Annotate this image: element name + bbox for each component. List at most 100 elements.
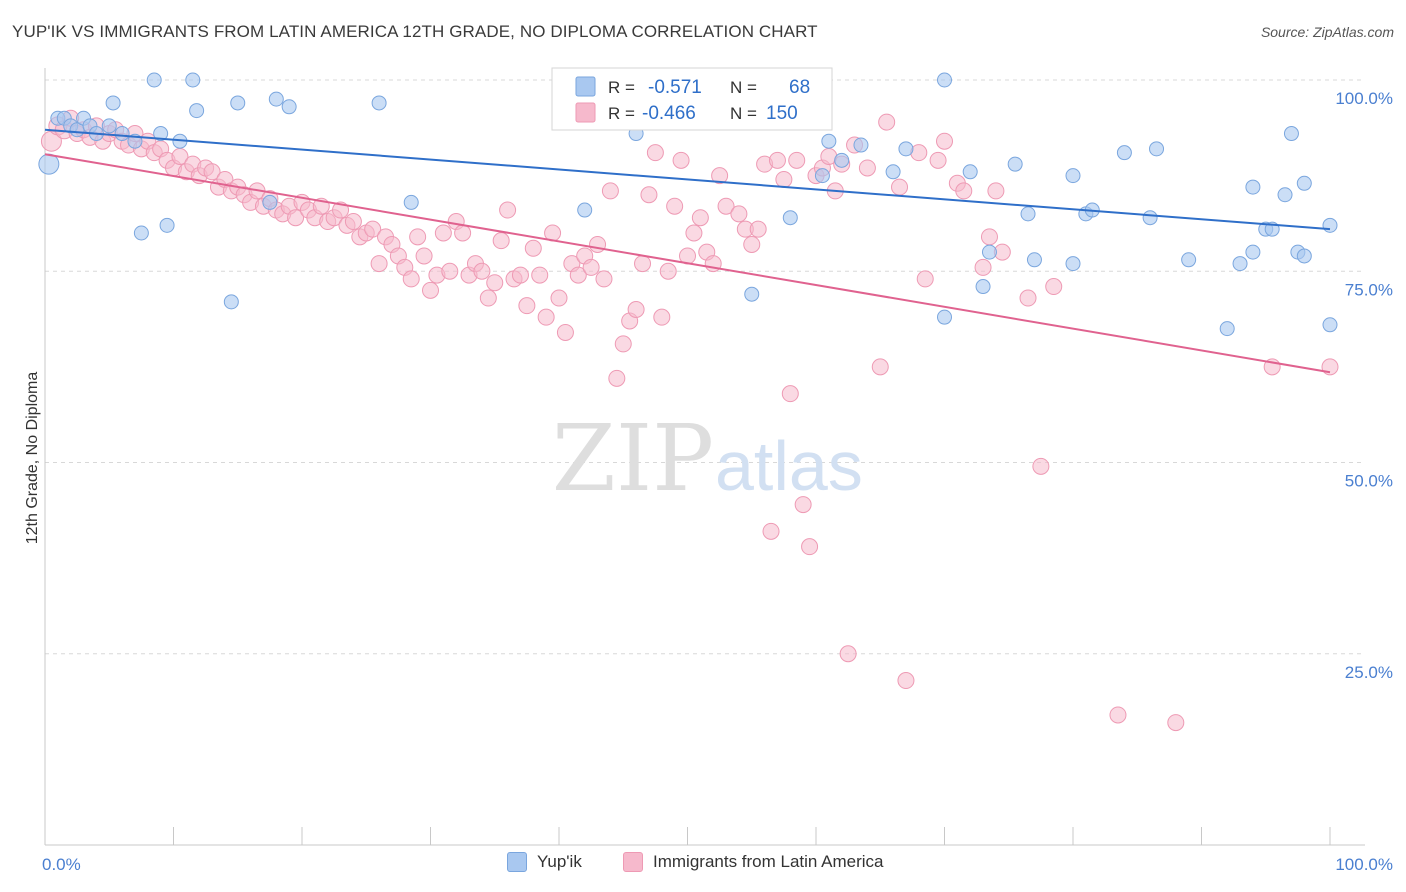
x-tick-label: 100.0%: [1335, 855, 1393, 874]
data-point-latin-america: [768, 151, 786, 169]
legend-n-value-1: 68: [789, 77, 810, 98]
data-point-latin-america: [499, 201, 517, 219]
y-tick-label: 50.0%: [1345, 472, 1393, 491]
data-point-latin-america: [537, 308, 555, 326]
data-point-latin-america: [634, 255, 652, 273]
data-point-yupik: [1007, 156, 1023, 172]
data-point-latin-america: [897, 672, 915, 690]
data-point-latin-america: [711, 167, 729, 185]
x-tick-labels: 0.0% 100.0%: [42, 855, 1393, 874]
data-point-yupik: [262, 194, 278, 210]
data-point-latin-america: [717, 197, 735, 215]
data-point-yupik: [981, 244, 997, 260]
data-point-yupik: [1283, 126, 1299, 142]
data-point-latin-america: [422, 281, 439, 299]
data-point-yupik: [38, 153, 60, 175]
data-point-latin-america: [287, 209, 305, 227]
legend-label-yupik: Yup'ik: [537, 852, 582, 871]
data-point-yupik: [1142, 210, 1158, 226]
data-point-latin-america: [1321, 358, 1339, 376]
data-point-yupik: [1277, 187, 1293, 203]
legend-item-latin[interactable]: Immigrants from Latin America: [623, 852, 884, 872]
data-point-latin-america: [601, 182, 619, 200]
data-point-latin-america: [929, 151, 947, 169]
legend-r-value-2: -0.466: [642, 103, 696, 124]
y-tick-label: 100.0%: [1335, 89, 1393, 108]
legend-r-value-1: -0.571: [648, 77, 702, 98]
data-point-latin-america: [987, 182, 1005, 200]
data-point-yupik: [105, 95, 121, 111]
trend-line-latin-america: [44, 153, 1331, 374]
data-point-latin-america: [794, 496, 812, 514]
data-point-latin-america: [370, 255, 388, 273]
data-point-latin-america: [511, 266, 529, 284]
data-point-latin-america: [486, 274, 504, 292]
data-point-latin-america: [685, 224, 703, 242]
data-point-latin-america: [775, 170, 793, 188]
watermark-atlas: atlas: [715, 427, 863, 505]
data-point-latin-america: [409, 228, 427, 246]
data-point-latin-america: [1032, 457, 1050, 475]
data-point-yupik: [133, 225, 149, 241]
data-point-latin-america: [434, 224, 452, 242]
data-point-yupik: [937, 309, 952, 325]
data-point-latin-america: [891, 178, 909, 196]
data-point-latin-america: [743, 235, 761, 253]
data-point-yupik: [268, 91, 284, 107]
data-point-latin-america: [550, 289, 568, 307]
data-point-yupik: [153, 126, 169, 142]
data-point-yupik: [1232, 256, 1248, 272]
data-point-latin-america: [524, 239, 542, 257]
watermark: ZIP atlas: [552, 405, 863, 512]
legend-swatch-yupik-bottom: [507, 852, 527, 872]
data-point-yupik: [185, 72, 201, 88]
data-point-latin-america: [1109, 706, 1127, 724]
data-point-latin-america: [531, 266, 549, 284]
data-point-latin-america: [582, 258, 600, 276]
trend-line-yupik: [44, 128, 1331, 231]
data-point-latin-america: [589, 235, 607, 253]
legend-n-value-2: 150: [766, 103, 798, 124]
data-point-yupik: [1296, 175, 1312, 191]
legend-label-latin: Immigrants from Latin America: [653, 852, 884, 871]
legend-swatch-latin-bottom: [623, 852, 643, 872]
data-point-latin-america: [402, 270, 420, 288]
data-point-latin-america: [646, 144, 664, 162]
data-point-latin-america: [415, 247, 433, 265]
data-point-latin-america: [640, 186, 658, 204]
data-point-latin-america: [871, 358, 889, 376]
data-point-yupik: [114, 126, 130, 142]
legend-bottom: Yup'ik Immigrants from Latin America: [0, 850, 1406, 880]
data-point-latin-america: [473, 262, 491, 280]
data-point-latin-america: [479, 289, 497, 307]
axes: [44, 68, 1365, 846]
legend-r-label-2: R =: [608, 104, 635, 123]
data-point-latin-america: [730, 205, 748, 223]
data-point-yupik: [1245, 179, 1261, 195]
data-point-latin-america: [518, 297, 536, 315]
data-point-latin-america: [936, 132, 953, 150]
data-point-latin-america: [858, 159, 876, 177]
legend-r-label-1: R =: [608, 78, 635, 97]
data-point-latin-america: [492, 232, 510, 250]
data-point-yupik: [962, 164, 978, 180]
data-point-yupik: [744, 286, 760, 302]
data-point-latin-america: [653, 308, 671, 326]
data-point-latin-america: [1167, 714, 1185, 732]
legend-item-yupik[interactable]: Yup'ik: [507, 852, 582, 872]
data-point-yupik: [1149, 141, 1165, 157]
data-point-yupik: [577, 202, 593, 218]
data-point-latin-america: [454, 224, 472, 242]
data-point-yupik: [1245, 244, 1261, 260]
data-point-yupik: [1322, 217, 1338, 233]
y-axis-label: 12th Grade, No Diploma: [24, 372, 41, 545]
data-point-latin-america: [203, 163, 221, 181]
data-point-latin-america: [672, 151, 690, 169]
data-point-latin-america: [878, 113, 896, 131]
data-point-latin-america: [595, 270, 613, 288]
data-point-yupik: [975, 279, 991, 295]
data-point-yupik: [1065, 256, 1081, 272]
data-point-latin-america: [659, 262, 677, 280]
data-point-latin-america: [980, 228, 998, 246]
